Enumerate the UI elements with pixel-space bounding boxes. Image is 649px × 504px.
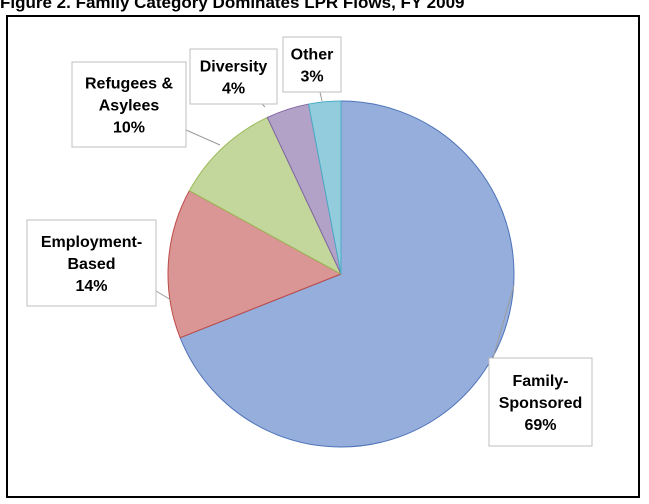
chart-title: Figure 2. Family Category Dominates LPR … — [0, 0, 465, 12]
leader-line-1 — [155, 290, 172, 301]
data-label-category-1: Employment- — [41, 234, 142, 251]
chart-frame — [6, 15, 640, 498]
data-label-category-3: Diversity — [200, 59, 268, 76]
data-label-percent-1: 14% — [75, 278, 107, 295]
data-label-category-1: Based — [67, 256, 115, 273]
data-label-category-0: Sponsored — [499, 395, 583, 412]
data-label-percent-3: 4% — [222, 81, 245, 98]
data-label-percent-4: 3% — [300, 69, 323, 86]
data-label-category-2: Asylees — [99, 98, 160, 115]
data-label-box-3 — [189, 48, 278, 105]
data-label-category-0: Family- — [512, 373, 568, 390]
data-label-box-4 — [282, 36, 342, 93]
leader-line-2 — [185, 129, 221, 146]
pie-slices — [167, 100, 515, 448]
leader-line-4 — [319, 91, 323, 102]
data-label-box-2 — [71, 61, 187, 148]
data-label-category-2: Refugees & — [85, 76, 173, 93]
data-label-percent-2: 10% — [113, 120, 145, 137]
data-label-category-4: Other — [291, 47, 334, 64]
pie-slice-1 — [167, 189, 343, 339]
data-labels: Family- Sponsored 69% Employment- Based 14% Re… — [26, 36, 593, 447]
data-label-box-1 — [26, 219, 157, 307]
pie-slice-2 — [188, 116, 343, 276]
data-label-box-0 — [488, 357, 593, 447]
pie-slice-4 — [307, 100, 342, 275]
pie-slice-0 — [179, 100, 515, 448]
data-label-percent-0: 69% — [524, 417, 556, 434]
